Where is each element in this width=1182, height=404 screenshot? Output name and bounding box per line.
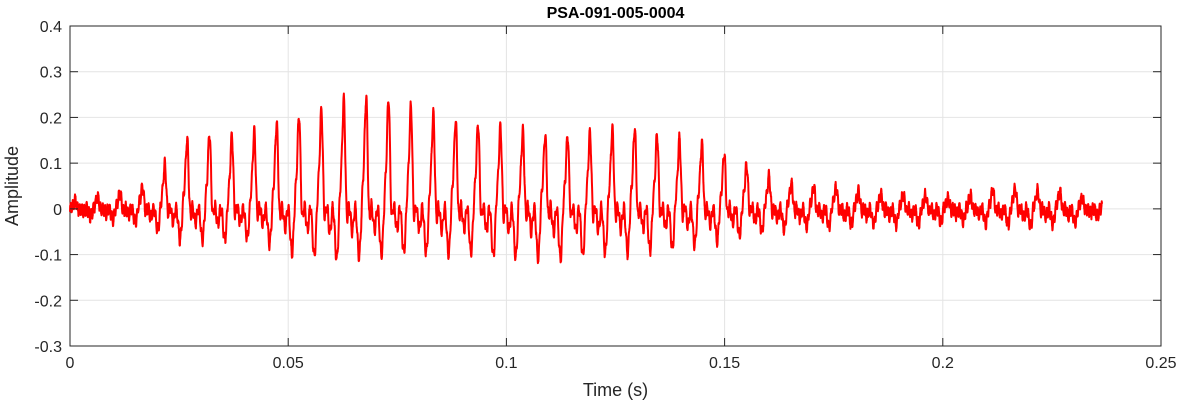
x-tick-label: 0 <box>66 355 75 372</box>
chart-title: PSA-091-005-0004 <box>547 5 685 22</box>
y-tick-label: -0.2 <box>34 293 62 310</box>
y-tick-label: 0 <box>53 202 62 219</box>
plot-frame <box>69 25 1162 347</box>
y-axis-label: Amplitude <box>2 146 22 226</box>
ticks: 0 0.05 0.1 0.15 0.2 0.25 -0.3 -0.2 -0.1 0 0.1 0.2 0.… <box>34 19 1176 372</box>
x-tick-label: 0.25 <box>1145 355 1176 372</box>
x-tick-label: 0.1 <box>495 355 517 372</box>
series-layer <box>69 92 1104 265</box>
series-line <box>69 92 1104 265</box>
x-tick-label: 0.05 <box>273 355 304 372</box>
y-tick-label: 0.4 <box>40 19 62 36</box>
y-tick-label: -0.3 <box>34 339 62 356</box>
x-axis-label: Time (s) <box>583 380 648 400</box>
y-tick-label: 0.2 <box>40 110 62 127</box>
x-tick-label: 0.2 <box>932 355 954 372</box>
y-tick-label: -0.1 <box>34 248 62 265</box>
y-tick-label: 0.3 <box>40 65 62 82</box>
y-tick-label: 0.1 <box>40 156 62 173</box>
x-tick-label: 0.15 <box>709 355 740 372</box>
